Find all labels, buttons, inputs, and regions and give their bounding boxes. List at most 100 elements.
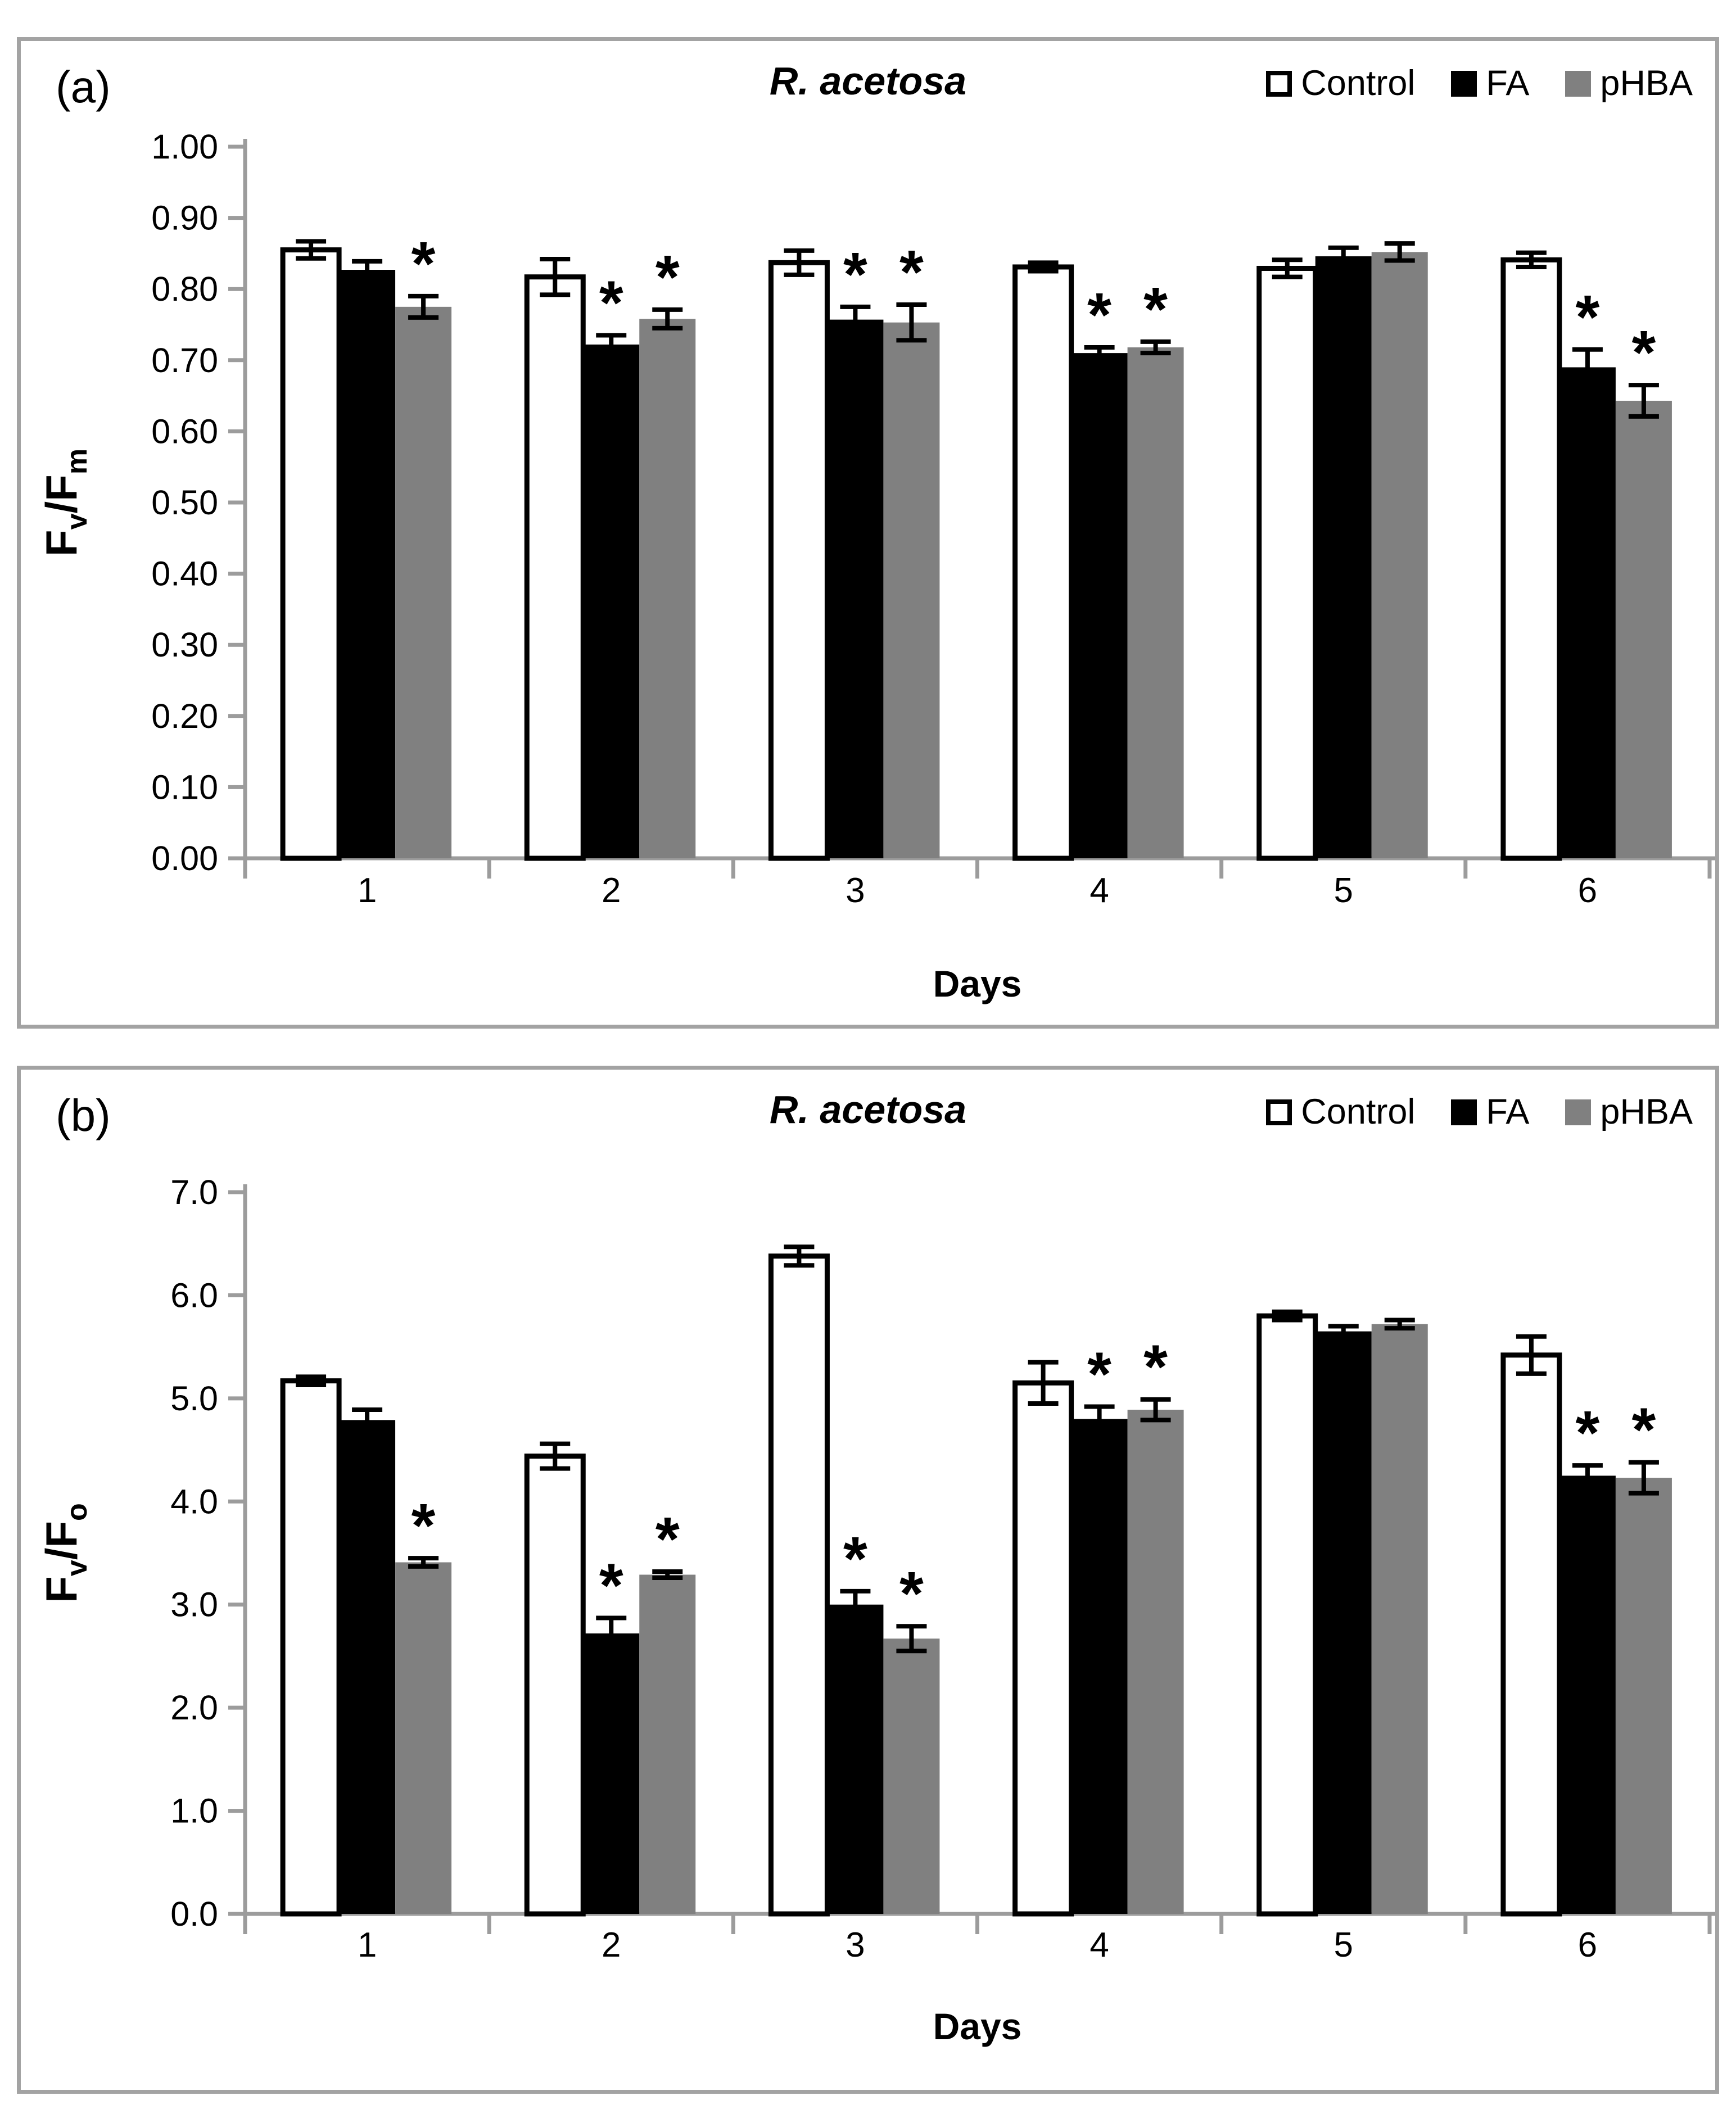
bar-control-day4 <box>1012 1380 1074 1917</box>
significance-asterisk: * <box>599 1551 623 1620</box>
bar-fa-day4 <box>1071 353 1128 858</box>
panel-a: (a) R. acetosa Control FA pHBA 0.00 0.10 0… <box>17 37 1719 1029</box>
bar-control-day6 <box>1500 1352 1562 1917</box>
significance-asterisk: * <box>599 268 623 337</box>
bar-control-day2 <box>524 274 586 861</box>
legend-b: Control FA pHBA <box>1266 1094 1693 1130</box>
legend-label-fa: FA <box>1486 64 1530 103</box>
significance-asterisk: * <box>1632 1396 1656 1465</box>
x-axis-title: Days <box>933 2006 1022 2047</box>
x-axis-title: Days <box>933 963 1022 1004</box>
y-tick-label: 1.00 <box>151 131 218 166</box>
bar-control-day1 <box>280 247 342 861</box>
x-tick-label: 4 <box>1089 1926 1109 1964</box>
legend-swatch-phba <box>1565 70 1592 97</box>
significance-asterisk: * <box>843 1524 867 1594</box>
y-tick-label: 4.0 <box>170 1482 218 1520</box>
x-tick-label: 5 <box>1334 1926 1353 1964</box>
bar-control-day4 <box>1012 264 1074 861</box>
legend-item-control: Control <box>1266 66 1415 101</box>
bar-phba-day4 <box>1127 347 1184 858</box>
x-tick-label: 5 <box>1334 871 1353 910</box>
y-tick-label: 7.0 <box>170 1173 218 1211</box>
legend-label-control: Control <box>1301 1092 1416 1131</box>
y-tick-label: 1.0 <box>170 1792 218 1830</box>
significance-asterisk: * <box>1143 275 1168 344</box>
y-tick-label: 0.80 <box>151 270 218 308</box>
y-tick-label: 0.20 <box>151 697 218 735</box>
x-tick-label: 1 <box>358 871 377 910</box>
bar-control-day5 <box>1256 265 1318 861</box>
legend-label-phba: pHBA <box>1600 1092 1693 1131</box>
x-tick-label: 3 <box>846 871 865 910</box>
bar-fa-day2 <box>583 1633 640 1914</box>
y-tick-label: 0.10 <box>151 768 218 806</box>
x-tick-label: 2 <box>602 871 621 910</box>
bar-phba-day4 <box>1127 1410 1184 1914</box>
y-tick-label: 0.40 <box>151 555 218 593</box>
significance-asterisk: * <box>899 1559 924 1628</box>
bar-control-day5 <box>1256 1313 1318 1917</box>
significance-asterisk: * <box>1087 1340 1111 1409</box>
bar-fa-day1 <box>339 270 396 858</box>
y-tick-label: 0.50 <box>151 483 218 522</box>
legend-item-fa: FA <box>1451 66 1529 101</box>
bar-fa-day6 <box>1559 1475 1616 1914</box>
bar-phba-day5 <box>1371 1324 1428 1914</box>
panel-title-b: R. acetosa <box>769 1088 967 1131</box>
significance-asterisk: * <box>1576 283 1600 352</box>
y-tick-label: 0.60 <box>151 412 218 450</box>
bar-phba-day1 <box>395 306 452 858</box>
bar-fa-day6 <box>1559 367 1616 858</box>
x-tick-label: 1 <box>358 1926 377 1964</box>
legend-swatch-control <box>1266 1099 1292 1125</box>
bar-phba-day2 <box>639 1574 696 1914</box>
panel-title-a: R. acetosa <box>769 59 967 103</box>
legend-label-control: Control <box>1301 64 1416 103</box>
y-tick-label: 0.90 <box>151 199 218 237</box>
bar-chart-fvfm: 0.00 0.10 0.20 0.30 0.40 0.50 0.60 0.70 0.80 0.90… <box>37 131 1715 1004</box>
significance-asterisk: * <box>899 238 924 307</box>
bar-phba-day3 <box>883 322 940 858</box>
panel-letter-b: (b) <box>56 1090 111 1140</box>
significance-asterisk: * <box>655 1505 680 1574</box>
legend-item-phba: pHBA <box>1565 1094 1693 1130</box>
bar-phba-day5 <box>1371 252 1428 859</box>
x-tick-label: 2 <box>602 1926 621 1964</box>
x-tick-label: 6 <box>1578 871 1597 910</box>
y-tick-label: 5.0 <box>170 1379 218 1418</box>
y-tick-label: 2.0 <box>170 1688 218 1727</box>
bar-control-day6 <box>1500 257 1562 861</box>
legend-swatch-phba <box>1565 1099 1592 1125</box>
significance-asterisk: * <box>843 240 867 309</box>
bar-phba-day6 <box>1615 1478 1672 1914</box>
significance-asterisk: * <box>1087 280 1111 350</box>
legend-label-phba: pHBA <box>1600 64 1693 103</box>
x-tick-label: 3 <box>846 1926 865 1964</box>
y-axis-title: Fv/Fm <box>37 449 93 556</box>
bar-control-day3 <box>768 260 830 861</box>
y-tick-label: 0.0 <box>170 1895 218 1933</box>
bar-phba-day1 <box>395 1562 452 1914</box>
legend-a: Control FA pHBA <box>1266 66 1693 101</box>
bar-fa-day4 <box>1071 1419 1128 1914</box>
significance-asterisk: * <box>412 229 436 298</box>
legend-swatch-fa <box>1451 1099 1477 1125</box>
panel-b-header: (b) R. acetosa Control FA pHBA <box>21 1070 1715 1160</box>
legend-swatch-fa <box>1451 70 1477 97</box>
legend-label-fa: FA <box>1486 1092 1530 1131</box>
bar-phba-day3 <box>883 1638 940 1914</box>
y-tick-label: 3.0 <box>170 1586 218 1624</box>
bar-fa-day2 <box>583 344 640 858</box>
bar-control-day1 <box>280 1378 342 1917</box>
bar-fa-day5 <box>1315 1331 1372 1914</box>
significance-asterisk: * <box>655 243 680 312</box>
x-tick-label: 6 <box>1578 1926 1597 1964</box>
panel-letter-a: (a) <box>56 62 111 112</box>
legend-item-phba: pHBA <box>1565 66 1693 101</box>
significance-asterisk: * <box>412 1491 436 1560</box>
legend-item-fa: FA <box>1451 1094 1529 1130</box>
y-tick-label: 0.00 <box>151 839 218 877</box>
x-tick-label: 4 <box>1089 871 1109 910</box>
bar-control-day3 <box>768 1253 830 1917</box>
